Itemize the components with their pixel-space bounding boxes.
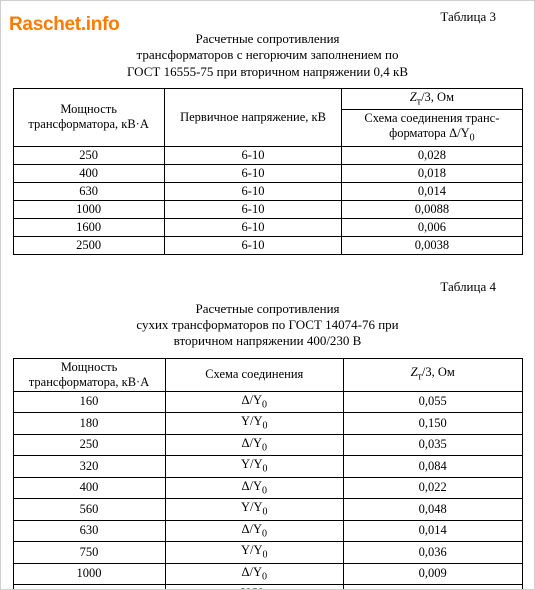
table-row: 1000Y/Y00,027 xyxy=(13,585,522,590)
cell-scheme: Y/Y0 xyxy=(165,499,343,521)
table-4: Мощность трансформатора, кВ·А Схема соед… xyxy=(13,358,523,590)
cell-primary-voltage: 6-10 xyxy=(164,200,341,218)
cell-scheme: Y/Y0 xyxy=(165,585,343,590)
watermark-logo: Raschet.info xyxy=(9,14,119,36)
table-row: 1000Δ/Y00,009 xyxy=(13,563,522,585)
table-row: 6306-100,014 xyxy=(13,182,522,200)
table-4-header-scheme: Схема соединения xyxy=(165,358,343,391)
table-3-header-z: Zт/3, Ом xyxy=(342,88,522,110)
cell-primary-voltage: 6-10 xyxy=(164,164,341,182)
cell-power: 400 xyxy=(13,477,165,499)
header-text: Мощность трансформатора, кВ·А xyxy=(29,360,149,389)
table-row: 2506-100,028 xyxy=(13,146,522,164)
table-row: 750Y/Y00,036 xyxy=(13,542,522,564)
title-line: трансформаторов с негорючим заполнением … xyxy=(137,47,399,62)
cell-power: 630 xyxy=(13,520,165,542)
cell-power: 160 xyxy=(13,391,165,413)
cell-z: 0,048 xyxy=(343,499,522,521)
title-line: ГОСТ 16555-75 при вторичном напряжении 0… xyxy=(127,64,408,79)
title-line: Расчетные сопротивления xyxy=(195,301,339,316)
table-row: 180Y/Y00,150 xyxy=(13,413,522,435)
cell-power: 250 xyxy=(13,434,165,456)
table-row: 560Y/Y00,048 xyxy=(13,499,522,521)
cell-power: 1000 xyxy=(13,585,165,590)
cell-power: 180 xyxy=(13,413,165,435)
cell-z: 0,084 xyxy=(343,456,522,478)
cell-power: 1000 xyxy=(13,200,164,218)
table-row: 320Y/Y00,084 xyxy=(13,456,522,478)
table-row: 10006-100,0088 xyxy=(13,200,522,218)
cell-z: 0,055 xyxy=(343,391,522,413)
cell-power: 2500 xyxy=(13,236,164,254)
table-4-header-power: Мощность трансформатора, кВ·А xyxy=(13,358,165,391)
cell-primary-voltage: 6-10 xyxy=(164,218,341,236)
header-text: форматора Δ/Y xyxy=(389,126,469,140)
header-text: /3, Ом xyxy=(421,90,454,104)
table-row: 400Δ/Y00,022 xyxy=(13,477,522,499)
table-row: 16006-100,006 xyxy=(13,218,522,236)
cell-power: 400 xyxy=(13,164,164,182)
cell-z: 0,0038 xyxy=(342,236,522,254)
cell-z: 0,018 xyxy=(342,164,522,182)
cell-z: 0,0088 xyxy=(342,200,522,218)
cell-power: 750 xyxy=(13,542,165,564)
cell-z: 0,014 xyxy=(343,520,522,542)
header-text: /3, Ом xyxy=(422,365,455,379)
cell-primary-voltage: 6-10 xyxy=(164,182,341,200)
cell-power: 1000 xyxy=(13,563,165,585)
table-3-header-scheme: Схема соединения транс- форматора Δ/Y0 xyxy=(342,110,522,147)
header-text: Схема соединения транс- xyxy=(364,111,499,125)
header-text: 0 xyxy=(470,133,475,144)
cell-power: 560 xyxy=(13,499,165,521)
cell-z: 0,036 xyxy=(343,542,522,564)
cell-z: 0,022 xyxy=(343,477,522,499)
table-3-header-power: Мощность трансформатора, кВ·А xyxy=(13,88,164,146)
cell-z: 0,009 xyxy=(343,563,522,585)
table-4-label: Таблица 4 xyxy=(1,279,496,295)
cell-primary-voltage: 6-10 xyxy=(164,236,341,254)
cell-scheme: Δ/Y0 xyxy=(165,391,343,413)
cell-z: 0,006 xyxy=(342,218,522,236)
cell-power: 1600 xyxy=(13,218,164,236)
title-line: Расчетные сопротивления xyxy=(195,31,339,46)
header-text: Z xyxy=(411,365,418,379)
cell-scheme: Δ/Y0 xyxy=(165,434,343,456)
table-row: 4006-100,018 xyxy=(13,164,522,182)
title-line: вторичном напряжении 400/230 В xyxy=(174,333,362,348)
cell-z: 0,028 xyxy=(342,146,522,164)
table-row: 630Δ/Y00,014 xyxy=(13,520,522,542)
cell-scheme: Δ/Y0 xyxy=(165,520,343,542)
header-text: Z xyxy=(410,90,417,104)
table-row: 250Δ/Y00,035 xyxy=(13,434,522,456)
cell-scheme: Y/Y0 xyxy=(165,456,343,478)
cell-scheme: Y/Y0 xyxy=(165,413,343,435)
cell-z: 0,027 xyxy=(343,585,522,590)
cell-power: 250 xyxy=(13,146,164,164)
cell-primary-voltage: 6-10 xyxy=(164,146,341,164)
table-row: 160Δ/Y00,055 xyxy=(13,391,522,413)
cell-power: 320 xyxy=(13,456,165,478)
table-4-title: Расчетные сопротивления сухих трансформа… xyxy=(1,301,534,350)
cell-power: 630 xyxy=(13,182,164,200)
cell-scheme: Δ/Y0 xyxy=(165,477,343,499)
table-3-header-primary-voltage: Первичное напряжение, кВ xyxy=(164,88,341,146)
cell-scheme: Δ/Y0 xyxy=(165,563,343,585)
cell-scheme: Y/Y0 xyxy=(165,542,343,564)
cell-z: 0,035 xyxy=(343,434,522,456)
table-row: 25006-100,0038 xyxy=(13,236,522,254)
header-text: Мощность трансформатора, кВ·А xyxy=(28,102,148,131)
cell-z: 0,150 xyxy=(343,413,522,435)
title-line: сухих трансформаторов по ГОСТ 14074-76 п… xyxy=(136,317,398,332)
cell-z: 0,014 xyxy=(342,182,522,200)
table-4-header-z: Zт/3, Ом xyxy=(343,358,522,391)
table-3-title: Расчетные сопротивления трансформаторов … xyxy=(1,31,534,80)
table-3: Мощность трансформатора, кВ·А Первичное … xyxy=(13,88,523,255)
